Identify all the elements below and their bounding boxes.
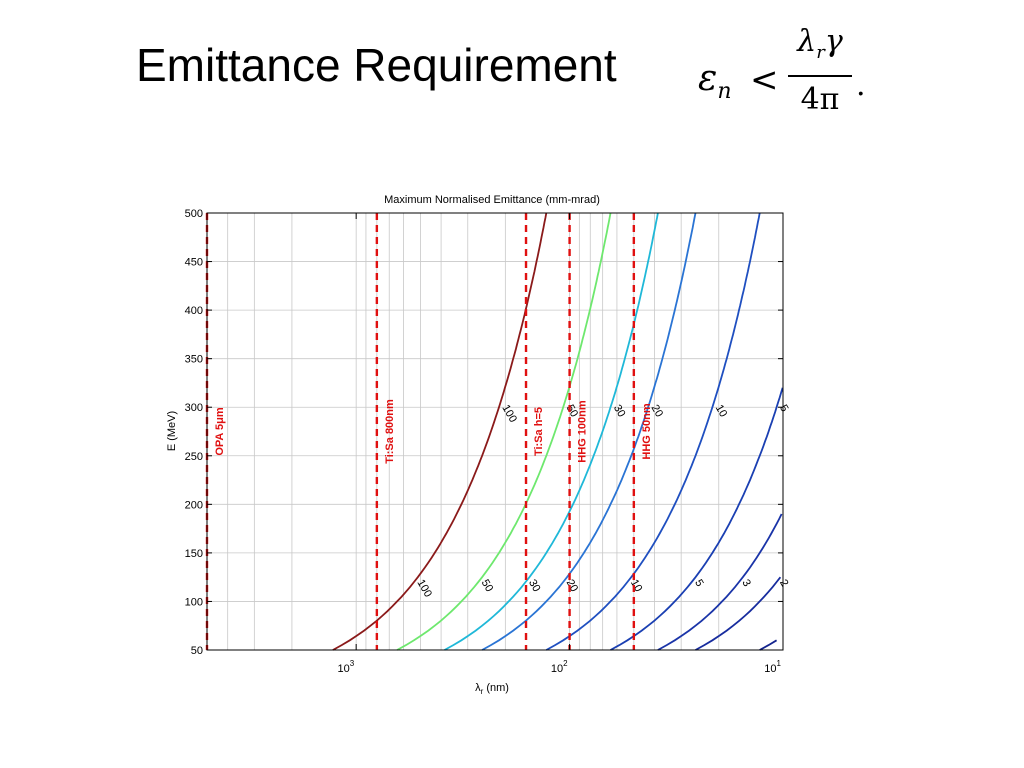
- contour-2: [695, 576, 782, 651]
- contour-label: 50: [479, 578, 496, 595]
- contour-label: 50: [564, 403, 581, 420]
- y-tick-label: 100: [185, 596, 203, 608]
- marker-label: Ti:Sa 800nm: [384, 399, 396, 464]
- marker-label: HHG 50nm: [641, 403, 653, 459]
- x-tick-label: 103: [337, 659, 354, 675]
- marker-label: Ti:Sa h=5: [533, 407, 545, 456]
- contour-label: 100: [414, 578, 434, 600]
- chart-title: Maximum Normalised Emittance (mm-mrad): [384, 194, 600, 206]
- contour-label: 10: [713, 403, 730, 420]
- y-tick-label: 250: [185, 451, 203, 463]
- contour-label: 30: [526, 578, 543, 595]
- contour-20: [481, 212, 697, 651]
- formula-numerator: λrγ: [797, 24, 843, 63]
- formula-tail: .: [856, 68, 866, 103]
- y-tick-label: 150: [185, 548, 203, 560]
- slide-title: Emittance Requirement: [136, 39, 617, 91]
- plot-frame: [206, 212, 784, 651]
- formula-relation: <: [750, 60, 779, 100]
- marker-label: HHG 100nm: [577, 400, 589, 463]
- y-tick-label: 500: [185, 208, 203, 220]
- marker-label: OPA 5μm: [214, 407, 226, 456]
- contour-30: [444, 212, 659, 651]
- contour-1: [759, 639, 778, 651]
- contour-5: [610, 387, 784, 651]
- contour-label: 2: [777, 578, 790, 589]
- emittance-formula: εn < λrγ 4π .: [698, 20, 878, 120]
- y-axis-label: E (MeV): [166, 411, 178, 451]
- contour-label: 5: [777, 403, 790, 414]
- contour-label: 20: [564, 578, 581, 595]
- contour-50: [396, 212, 612, 651]
- y-tick-label: 450: [185, 257, 203, 269]
- y-tick-label: 350: [185, 354, 203, 366]
- x-tick-label: 102: [551, 659, 568, 675]
- x-axis-label: λr (nm): [475, 682, 509, 696]
- contour-label: 30: [611, 403, 628, 420]
- y-tick-label: 200: [185, 499, 203, 511]
- y-tick-label: 50: [191, 645, 203, 657]
- formula-denominator: 4π: [800, 82, 840, 117]
- y-tick-label: 300: [185, 402, 203, 414]
- contour-10: [545, 212, 761, 651]
- emittance-contour-chart: Maximum Normalised Emittance (mm-mrad) 1…: [166, 194, 790, 696]
- formula-fraction: λrγ 4π: [788, 24, 852, 117]
- contour-label: 20: [649, 403, 666, 420]
- formula-lhs: εn: [698, 58, 732, 105]
- y-tick-label: 400: [185, 305, 203, 317]
- contour-label: 3: [739, 578, 752, 589]
- contour-3: [657, 513, 783, 651]
- contour-label: 10: [628, 578, 645, 595]
- contour-layer: 100 100 50 50 30 30 20 20 10 10 5 5 3 2: [332, 212, 790, 651]
- x-tick-label: 101: [764, 659, 781, 675]
- formula-fraction-bar: [788, 75, 852, 77]
- contour-label: 100: [499, 403, 519, 425]
- contour-label: 5: [692, 578, 705, 589]
- contour-100: [332, 212, 548, 651]
